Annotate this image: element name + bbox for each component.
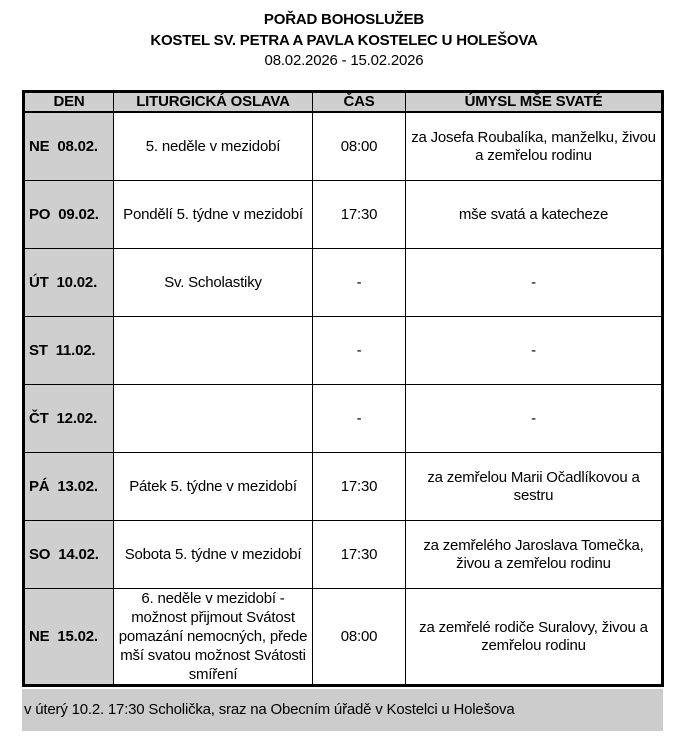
celebration-cell: 5. neděle v mezidobí — [113, 111, 313, 181]
intention-cell: mše svatá a katecheze — [405, 180, 663, 249]
table-header-row: DEN LITURGICKÁ OSLAVA ČAS ÚMYSL MŠE SVAT… — [23, 91, 663, 113]
celebration-cell: Sv. Scholastiky — [113, 248, 313, 317]
intention-cell: - — [405, 316, 663, 385]
time-cell: 08:00 — [312, 111, 406, 181]
table-row: NE 15.02. 6. neděle v mezidobí - možnost … — [23, 588, 663, 686]
column-header-intention: ÚMYSL MŠE SVATÉ — [405, 91, 663, 113]
time-cell: - — [312, 248, 406, 317]
day-cell: ÚT 10.02. — [23, 248, 114, 317]
church-name: KOSTEL SV. PETRA A PAVLA KOSTELEC U HOLE… — [150, 32, 538, 49]
document-title: POŘAD BOHOSLUŽEB — [263, 11, 425, 28]
day-cell: NE 15.02. — [23, 588, 114, 686]
schedule-table: DEN LITURGICKÁ OSLAVA ČAS ÚMYSL MŠE SVAT… — [22, 90, 664, 687]
date-range: 08.02.2026 - 15.02.2026 — [264, 52, 424, 69]
time-cell: - — [312, 316, 406, 385]
time-cell: 17:30 — [312, 452, 406, 521]
column-header-day: DEN — [23, 91, 114, 113]
time-cell: 08:00 — [312, 588, 406, 686]
table-row: SO 14.02. Sobota 5. týdne v mezidobí 17:30… — [23, 520, 663, 589]
celebration-cell: Pátek 5. týdne v mezidobí — [113, 452, 313, 521]
table-row: PO 09.02. Pondělí 5. týdne v mezidobí 17:3… — [23, 180, 663, 249]
intention-cell: za zemřelou Marii Očadlíkovou a sestru — [405, 452, 663, 521]
intention-cell: - — [405, 248, 663, 317]
celebration-cell: Pondělí 5. týdne v mezidobí — [113, 180, 313, 249]
table-row: ÚT 10.02. Sv. Scholastiky - - — [23, 248, 663, 317]
day-cell: NE 08.02. — [23, 111, 114, 181]
day-cell: PO 09.02. — [23, 180, 114, 249]
table-row: PÁ 13.02. Pátek 5. týdne v mezidobí 17:30 z… — [23, 452, 663, 521]
day-cell: PÁ 13.02. — [23, 452, 114, 521]
time-cell: 17:30 — [312, 520, 406, 589]
table-row: ČT 12.02. - - — [23, 384, 663, 453]
column-header-time: ČAS — [312, 91, 406, 113]
day-cell: ST 11.02. — [23, 316, 114, 385]
table-row: NE 08.02. 5. neděle v mezidobí 08:00 za Jos… — [23, 111, 663, 181]
day-cell: SO 14.02. — [23, 520, 114, 589]
celebration-cell — [113, 316, 313, 385]
time-cell: 17:30 — [312, 180, 406, 249]
table-row: ST 11.02. - - — [23, 316, 663, 385]
celebration-cell: 6. neděle v mezidobí - možnost přijmout … — [113, 588, 313, 686]
celebration-cell: Sobota 5. týdne v mezidobí — [113, 520, 313, 589]
celebration-cell — [113, 384, 313, 453]
announcement-note: v úterý 10.2. 17:30 Scholička, sraz na O… — [22, 689, 663, 731]
day-cell: ČT 12.02. — [23, 384, 114, 453]
intention-cell: za Josefa Roubalíka, manželku, živou a z… — [405, 111, 663, 181]
intention-cell: za zemřelé rodiče Suralovy, živou a zemř… — [405, 588, 663, 686]
intention-cell: za zemřelého Jaroslava Tomečka, živou a … — [405, 520, 663, 589]
time-cell: - — [312, 384, 406, 453]
intention-cell: - — [405, 384, 663, 453]
column-header-celebration: LITURGICKÁ OSLAVA — [113, 91, 313, 113]
